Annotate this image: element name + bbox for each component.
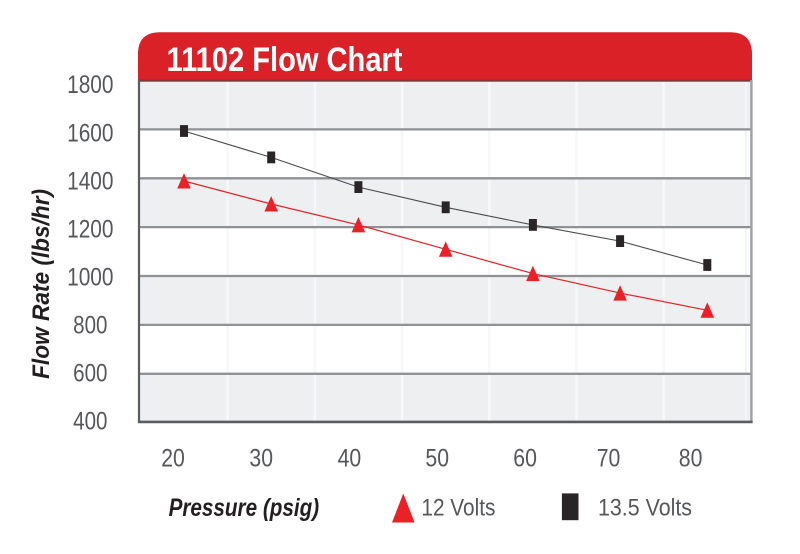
svg-text:800: 800: [73, 312, 107, 340]
svg-text:12 Volts: 12 Volts: [421, 495, 495, 522]
svg-text:1600: 1600: [67, 119, 113, 147]
svg-text:Pressure (psig): Pressure (psig): [169, 494, 320, 522]
svg-text:50: 50: [425, 445, 449, 473]
svg-text:11102 Flow Chart: 11102 Flow Chart: [167, 41, 403, 79]
svg-text:1000: 1000: [67, 263, 113, 291]
svg-text:60: 60: [513, 445, 537, 473]
svg-text:1200: 1200: [67, 215, 113, 243]
svg-text:Flow Rate (lbs/hr): Flow Rate (lbs/hr): [28, 189, 55, 379]
svg-text:13.5 Volts: 13.5 Volts: [598, 495, 692, 522]
svg-text:600: 600: [73, 360, 107, 388]
svg-text:20: 20: [161, 445, 185, 473]
svg-text:400: 400: [73, 408, 107, 436]
svg-text:1400: 1400: [67, 167, 113, 195]
svg-text:80: 80: [679, 445, 703, 473]
svg-text:70: 70: [597, 445, 621, 473]
svg-text:40: 40: [338, 445, 362, 473]
svg-text:1800: 1800: [67, 71, 113, 99]
svg-text:30: 30: [249, 445, 273, 473]
